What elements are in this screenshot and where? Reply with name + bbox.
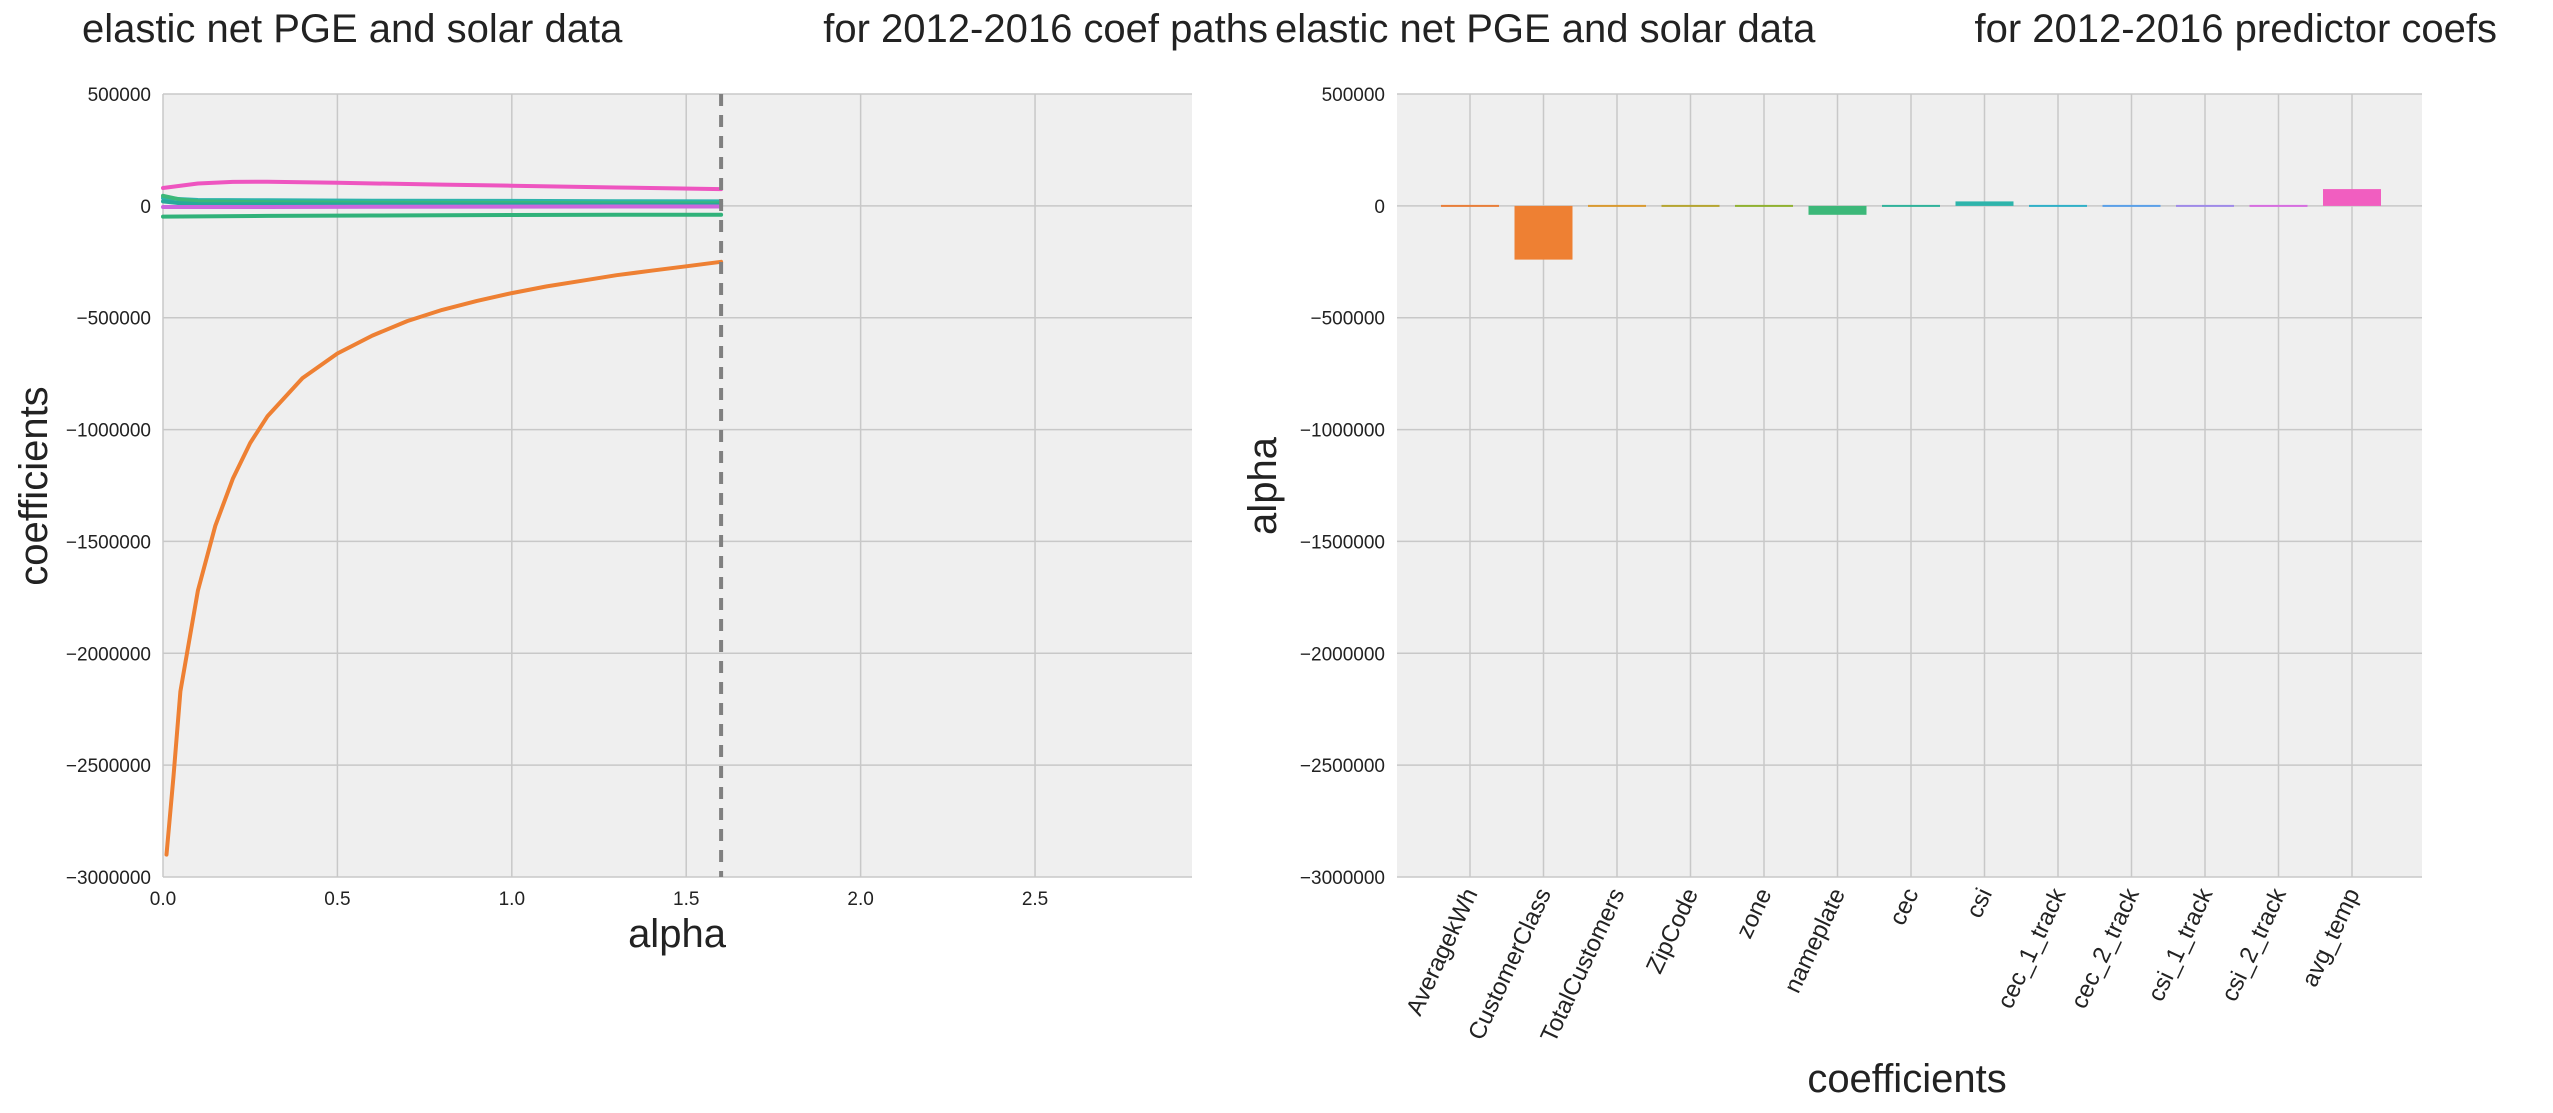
right-title-left: elastic net PGE and solar data xyxy=(1275,7,1816,51)
left-y-tick-label: −2000000 xyxy=(66,644,151,665)
right-category-label: AveragekWh xyxy=(1401,884,1483,1020)
left-y-tick-label: −1500000 xyxy=(66,532,151,553)
right-y-ticks: 500000 0 −500000 −1000000 −1500000 −2000000 −2… xyxy=(1300,85,1385,889)
predictor-coefs-chart: 500000 0 −500000 −1000000 −1500000 −2000000 −2… xyxy=(1241,7,2497,1101)
left-x-tick-label: 1.5 xyxy=(673,889,699,910)
coef-bar-ZipCode xyxy=(1661,204,1720,207)
right-y-tick-label: 0 xyxy=(1374,197,1385,218)
coef-paths-chart: 500000 0 −500000 −1000000 −1500000 −2000000 −2… xyxy=(12,7,1268,956)
coef-bar-zone xyxy=(1735,204,1793,207)
left-y-tick-label: −2500000 xyxy=(66,756,151,777)
right-bars-group xyxy=(1441,189,2381,260)
coef-path-line-6 xyxy=(161,212,724,219)
coef-path-line-5 xyxy=(161,204,724,209)
coef-bar-avg_temp xyxy=(2323,189,2381,206)
left-y-tick-label: −1000000 xyxy=(66,421,151,442)
coef-bar-nameplate xyxy=(1808,205,1867,215)
right-y-tick-label: −500000 xyxy=(1311,309,1386,330)
left-x-tick-label: 2.0 xyxy=(847,889,873,910)
left-grid xyxy=(162,93,1192,878)
right-y-tick-label: −1000000 xyxy=(1300,421,1385,442)
coef-bar-AveragekWh xyxy=(1441,204,1499,207)
left-title-left: elastic net PGE and solar data xyxy=(82,7,623,51)
left-y-tick-label: −500000 xyxy=(77,309,152,330)
left-x-tick-label: 0.0 xyxy=(150,889,176,910)
left-y-tick-label: −3000000 xyxy=(66,868,151,889)
left-y-ticks: 500000 0 −500000 −1000000 −1500000 −2000000 −2… xyxy=(66,85,151,889)
left-y-tick-label: 0 xyxy=(140,197,151,218)
right-y-axis-label: alpha xyxy=(1241,436,1285,535)
left-plot-area xyxy=(163,94,1192,877)
right-y-tick-label: −1500000 xyxy=(1300,532,1385,553)
right-category-label: zone xyxy=(1731,884,1777,943)
coef-bar-cec xyxy=(1882,204,1940,207)
right-category-label: cec_1_track xyxy=(1992,883,2072,1013)
coef-bar-CustomerClass xyxy=(1514,205,1573,260)
right-category-label: nameplate xyxy=(1779,884,1851,997)
right-category-label: csi_2_track xyxy=(2216,883,2292,1005)
left-y-tick-label: 500000 xyxy=(88,85,151,106)
left-x-axis-label: alpha xyxy=(628,912,727,956)
right-category-label: avg_temp xyxy=(2296,884,2365,991)
right-category-label: csi_1_track xyxy=(2143,883,2219,1005)
right-y-tick-label: −3000000 xyxy=(1300,868,1385,889)
coef-path-line-0 xyxy=(164,259,724,857)
left-y-axis-label: coefficients xyxy=(12,386,56,585)
coef-bar-csi xyxy=(1955,201,2014,206)
right-category-label: cec xyxy=(1884,884,1924,929)
left-x-tick-label: 0.5 xyxy=(324,889,350,910)
right-category-label: cec_2_track xyxy=(2066,883,2146,1013)
right-y-tick-label: 500000 xyxy=(1322,85,1385,106)
left-x-ticks: 0.0 0.5 1.0 1.5 2.0 2.5 xyxy=(150,889,1048,910)
left-x-tick-label: 1.0 xyxy=(499,889,525,910)
coef-bar-csi_1_track xyxy=(2176,204,2234,207)
coef-bar-cec_1_track xyxy=(2029,204,2087,207)
right-y-tick-label: −2000000 xyxy=(1300,644,1385,665)
left-series-group xyxy=(161,179,724,857)
coef-bar-cec_2_track xyxy=(2102,204,2161,207)
right-y-tick-label: −2500000 xyxy=(1300,756,1385,777)
right-category-label: ZipCode xyxy=(1641,884,1704,978)
right-category-label: csi xyxy=(1961,884,1998,922)
right-x-axis-label: coefficients xyxy=(1807,1057,2006,1101)
coef-path-line-1 xyxy=(161,179,724,192)
coef-bar-csi_2_track xyxy=(2249,204,2308,207)
left-title-right: for 2012-2016 coef paths xyxy=(823,7,1268,51)
coef-bar-TotalCustomers xyxy=(1588,204,1646,207)
left-x-tick-label: 2.5 xyxy=(1022,889,1048,910)
right-title-right: for 2012-2016 predictor coefs xyxy=(1974,7,2497,51)
